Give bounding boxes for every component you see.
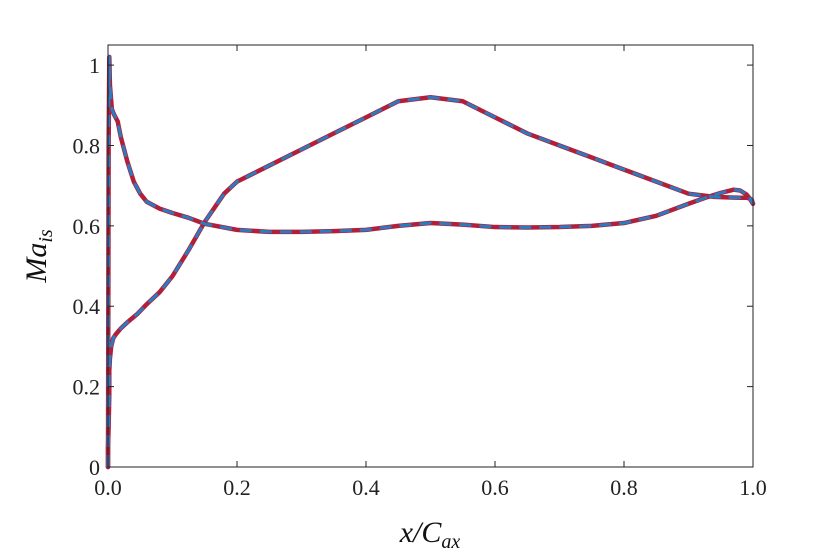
x-axis-label-main: x/C (399, 516, 443, 549)
dashed-series-line-2 (106, 95, 755, 467)
ticks-layer: 0.0 0.2 0.4 0.6 0.8 1.0 0 0.2 0.4 0.6 0.8 1 (73, 45, 767, 500)
x-axis-label-subscript: ax (441, 531, 460, 553)
y-axis-label-subscript: is (35, 229, 57, 243)
y-tick-label: 0.8 (73, 133, 101, 158)
plot-frame (107, 44, 754, 468)
y-tick-label: 1 (89, 53, 100, 78)
x-tick-label: 0.6 (481, 475, 509, 500)
x-tick-label: 0.4 (352, 475, 380, 500)
solid-series-line-1 (105, 54, 756, 470)
y-axis-label-main: Ma (20, 243, 53, 284)
x-tick-label: 1.0 (739, 475, 767, 500)
y-tick-label: 0 (89, 455, 100, 480)
y-tick-label: 0.2 (73, 375, 101, 400)
x-tick-label: 0.0 (94, 475, 122, 500)
y-tick-label: 0.6 (73, 214, 101, 239)
x-tick-label: 0.8 (610, 475, 638, 500)
plot-area-background (108, 45, 753, 467)
series-layer (105, 54, 756, 470)
x-tick-label: 0.2 (223, 475, 251, 500)
y-tick-label: 0.4 (73, 294, 101, 319)
x-axis-label: x/Cax (399, 516, 461, 553)
y-axis-label: Mais (20, 229, 57, 284)
